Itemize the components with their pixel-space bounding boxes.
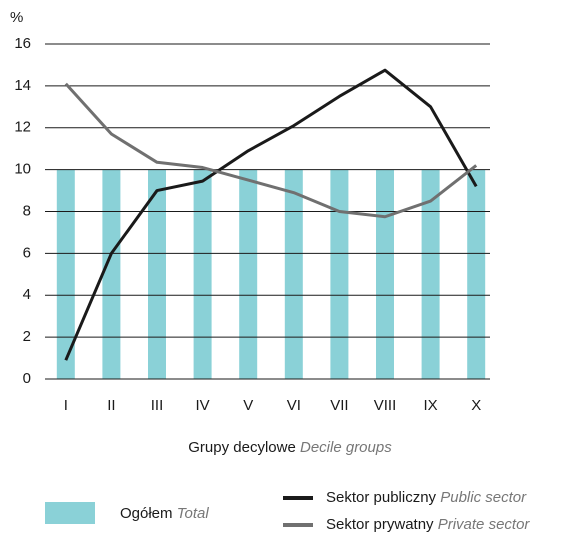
legend-label-en: Private sector	[438, 516, 531, 533]
y-tick-label: 2	[23, 328, 31, 345]
bar	[284, 169, 303, 379]
bar	[239, 169, 258, 379]
x-tick-label: VII	[330, 397, 348, 414]
bar	[102, 169, 121, 379]
bar	[56, 169, 75, 379]
bar	[148, 169, 166, 379]
bar	[467, 169, 486, 379]
legend-label-en: Public sector	[440, 489, 527, 506]
grid	[45, 43, 490, 380]
x-tick-label: V	[243, 397, 253, 414]
y-axis-label: %	[10, 9, 23, 26]
legend-label-pl: Ogółem	[120, 505, 173, 522]
y-tick-label: 6	[23, 244, 31, 261]
y-tick-label: 14	[14, 77, 31, 94]
x-tick-label: II	[107, 397, 115, 414]
bar	[330, 169, 349, 379]
line	[64, 82, 478, 219]
x-tick-label: I	[64, 397, 68, 414]
x-tick-label: VI	[287, 397, 301, 414]
y-tick-label: 10	[14, 161, 31, 178]
x-axis-title: Grupy decylowe Decile groups	[188, 439, 392, 456]
bar	[193, 169, 212, 379]
legend-swatch	[45, 502, 95, 524]
legend-label: Ogółem Total	[120, 505, 209, 522]
line	[64, 68, 478, 361]
legend-label-en: Total	[177, 505, 210, 522]
x-tick-label: VIII	[374, 397, 397, 414]
x-axis-title-pl: Grupy decylowe	[188, 439, 296, 456]
bar	[421, 169, 440, 379]
x-axis-title-en: Decile groups	[300, 439, 392, 456]
x-tick-label: IX	[424, 397, 438, 414]
legend-label: Sektor publiczny Public sector	[326, 489, 527, 506]
y-tick-label: 8	[23, 202, 31, 219]
y-tick-label: 16	[14, 35, 31, 52]
legend-label: Sektor prywatny Private sector	[326, 516, 530, 533]
x-tick-label: IV	[196, 397, 210, 414]
y-tick-label: 12	[14, 119, 31, 136]
legend-label-pl: Sektor prywatny	[326, 516, 434, 533]
bar	[376, 169, 394, 379]
x-tick-label: X	[471, 397, 481, 414]
legend-label-pl: Sektor publiczny	[326, 489, 437, 506]
y-tick-label: 0	[23, 370, 31, 387]
x-tick-label: III	[151, 397, 164, 414]
y-tick-label: 4	[23, 286, 31, 303]
